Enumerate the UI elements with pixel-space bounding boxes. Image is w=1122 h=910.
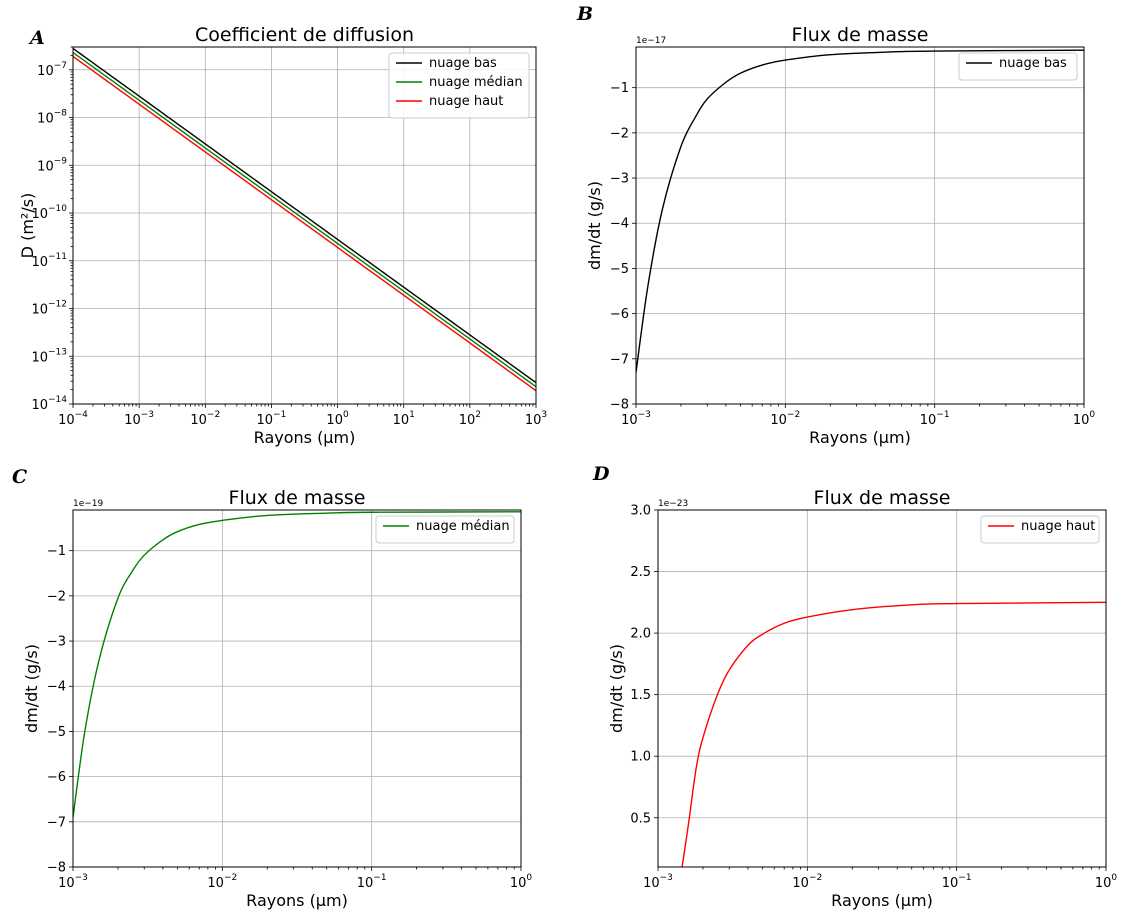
- x-axis-label: Rayons (μm): [254, 428, 356, 447]
- chart-title: Flux de masse: [814, 487, 951, 509]
- y-tick-label: −1: [610, 81, 629, 96]
- chart-panel-a: 10−4 10−3 10−2 10−1 100 101 102 103 10−14 10−13 10…: [18, 24, 547, 447]
- y-offset-text: 1e−23: [658, 499, 688, 509]
- x-tick-label: 10−2: [190, 410, 220, 428]
- series-line-0: [636, 49, 1084, 373]
- y-tick-label: −6: [47, 770, 66, 785]
- y-offset-text: 1e−19: [73, 499, 104, 509]
- y-axis-label: dm/dt (g/s): [607, 644, 626, 733]
- x-axis-label: Rayons (μm): [246, 891, 348, 910]
- plot-frame: [635, 46, 1085, 405]
- panel-letter: B: [576, 3, 593, 25]
- x-tick-label: 10−3: [124, 410, 154, 428]
- y-tick-label: −4: [610, 217, 629, 232]
- series-line-0: [73, 511, 521, 818]
- x-tick-label: 10−1: [257, 410, 287, 428]
- series-line-0: [681, 601, 1106, 867]
- y-tick-label: 10−11: [31, 252, 67, 270]
- y-tick-label: 10−8: [37, 109, 67, 127]
- x-tick-label: 100: [1073, 410, 1096, 428]
- legend-box: [980, 515, 1100, 544]
- legend: nuage bas: [958, 52, 1078, 81]
- y-tick-label: 10−9: [37, 156, 67, 174]
- y-tick-label: −5: [47, 725, 66, 740]
- legend: nuage bas nuage médian nuage haut: [388, 52, 530, 119]
- y-tick-label: −1: [47, 544, 66, 559]
- y-tick-label: 3.0: [630, 504, 651, 519]
- legend-box: [388, 52, 530, 119]
- plot-frame: [72, 509, 522, 868]
- x-axis-label: Rayons (μm): [831, 891, 933, 910]
- x-tick-label: 10−2: [792, 873, 822, 891]
- y-tick-label: −2: [47, 589, 66, 604]
- y-tick-label: −3: [47, 635, 66, 650]
- y-axis-label: dm/dt (g/s): [585, 181, 604, 270]
- x-tick-label: 102: [459, 410, 481, 428]
- chart-panel-d: 10−3 10−2 10−1 100 0.5 1.0 1.5 2.0 2.5 3.0 Flux de…: [592, 463, 1117, 910]
- legend-label: nuage haut: [1021, 519, 1095, 534]
- y-axis-label: dm/dt (g/s): [22, 644, 41, 733]
- y-tick-label: 1.0: [630, 750, 651, 765]
- x-tick-label: 100: [1095, 873, 1118, 891]
- y-tick-label: −6: [610, 307, 629, 322]
- x-tick-label: 10−3: [643, 873, 673, 891]
- chart-panel-b: 10−3 10−2 10−1 100 −8 −7 −6 −5 −4 −3 −2 −1 Flux de m…: [576, 3, 1095, 447]
- x-tick-label: 10−1: [357, 873, 387, 891]
- x-tick-label: 10−3: [58, 873, 88, 891]
- x-tick-label: 10−2: [207, 873, 237, 891]
- y-tick-label: 10−12: [31, 300, 67, 318]
- x-tick-label: 10−1: [942, 873, 972, 891]
- panel-letter: C: [12, 466, 27, 488]
- y-tick-label: −3: [610, 172, 629, 187]
- legend: nuage haut: [980, 515, 1100, 544]
- x-tick-label: 10−1: [920, 410, 950, 428]
- panel-letter: A: [28, 27, 45, 49]
- chart-title: Coefficient de diffusion: [195, 24, 414, 46]
- y-axis-label: D (m²/s): [18, 193, 37, 259]
- y-tick-label: −4: [47, 680, 66, 695]
- chart-panel-c: 10−3 10−2 10−1 100 −8 −7 −6 −5 −4 −3 −2 −1 Flux de m…: [12, 466, 532, 910]
- y-tick-label: 10−7: [37, 61, 67, 79]
- series-line-1: [73, 51, 536, 388]
- legend-label: nuage haut: [429, 94, 503, 109]
- x-tick-label: 10−2: [770, 410, 800, 428]
- series-line-0: [73, 47, 536, 384]
- y-tick-label: 10−10: [31, 204, 67, 222]
- y-tick-label: 10−13: [31, 347, 67, 365]
- legend-label: nuage bas: [999, 56, 1067, 71]
- x-tick-label: 10−3: [621, 410, 651, 428]
- legend-label: nuage médian: [429, 75, 523, 90]
- x-axis-label: Rayons (μm): [809, 428, 911, 447]
- y-tick-label: −8: [610, 398, 629, 413]
- x-tick-label: 100: [326, 410, 349, 428]
- legend-box: [375, 515, 515, 544]
- plot-frame: [657, 509, 1107, 868]
- y-tick-label: 1.5: [630, 688, 651, 703]
- legend-label: nuage médian: [416, 519, 510, 534]
- y-tick-label: −2: [610, 126, 629, 141]
- y-tick-label: −5: [610, 262, 629, 277]
- series-line-2: [73, 55, 536, 392]
- legend: nuage médian: [375, 515, 515, 544]
- x-tick-label: 100: [510, 873, 533, 891]
- plot-frame: [72, 46, 537, 405]
- x-tick-label: 101: [393, 410, 415, 428]
- panel-letter: D: [592, 463, 610, 485]
- chart-title: Flux de masse: [229, 487, 366, 509]
- x-tick-label: 10−4: [58, 410, 88, 428]
- y-tick-label: 2.0: [630, 627, 651, 642]
- y-tick-label: −7: [47, 815, 66, 830]
- legend-box: [958, 52, 1078, 81]
- y-tick-label: −7: [610, 352, 629, 367]
- legend-label: nuage bas: [429, 56, 497, 71]
- y-tick-label: −8: [47, 861, 66, 876]
- y-tick-label: 10−14: [31, 395, 67, 413]
- y-offset-text: 1e−17: [636, 36, 666, 46]
- y-tick-label: 0.5: [630, 811, 651, 826]
- y-tick-label: 2.5: [630, 565, 651, 580]
- chart-title: Flux de masse: [792, 24, 929, 46]
- x-tick-label: 103: [525, 410, 547, 428]
